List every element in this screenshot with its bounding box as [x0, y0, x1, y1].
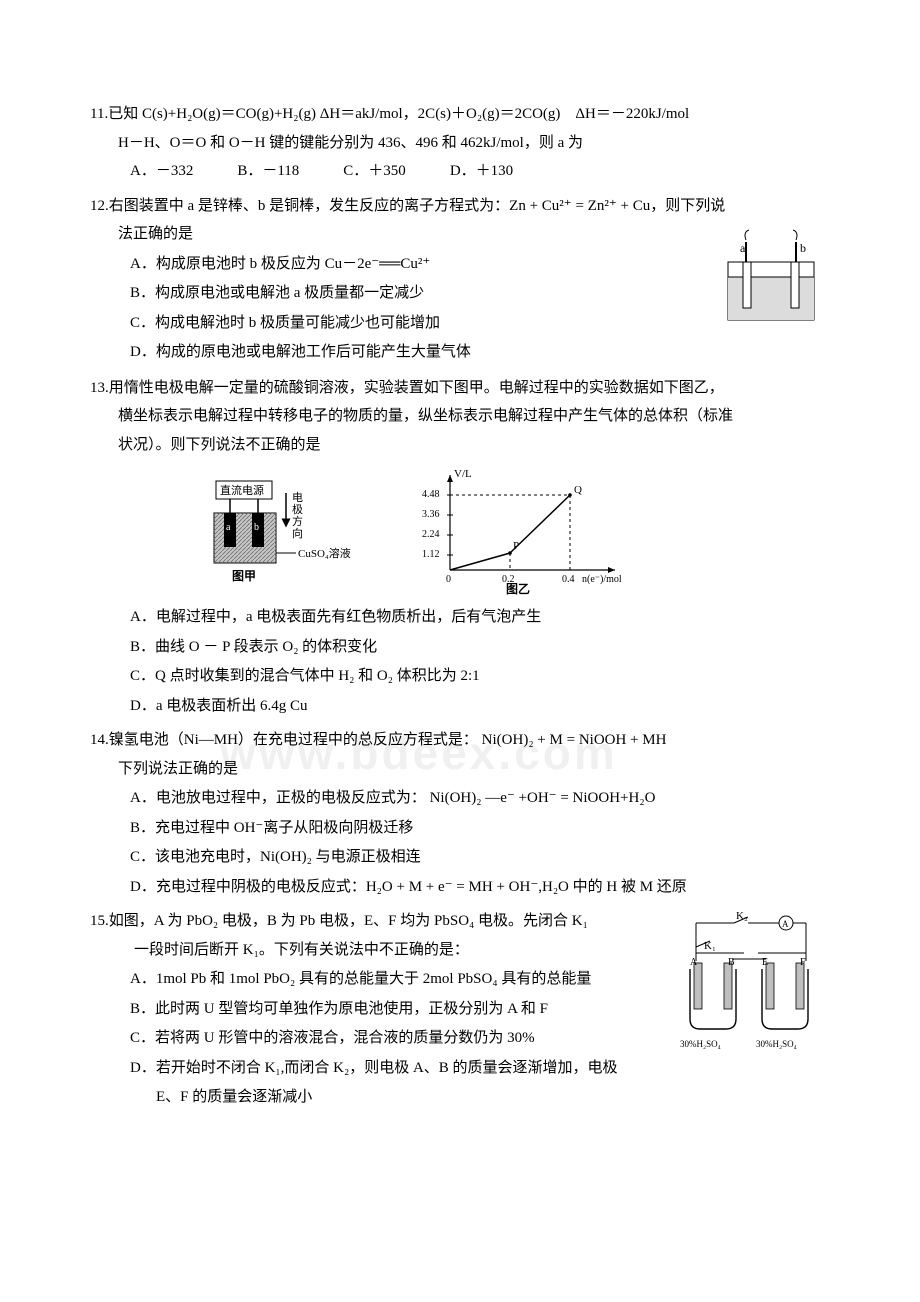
q13-xt0: 0 [446, 574, 451, 585]
q15-k2: K₂ [736, 910, 748, 922]
q13-q: Q [574, 484, 582, 496]
q14-opt-c: C．该电池充电时，Ni(OH)₂ 与电源正极相连 [130, 843, 830, 872]
q11-opt-d: D．＋130 [450, 157, 513, 186]
q13-opt-d: D．a 电极表面析出 6.4g Cu [130, 692, 830, 721]
q11-stem: 11.已知 C(s)+H₂O(g)＝CO(g)+H₂(g) ΔH＝akJ/mol… [90, 100, 830, 129]
q13-left-arrow1: 电 [292, 491, 303, 504]
q13-left-arrow3: 方 [292, 514, 303, 528]
q14-opt-a: A．电池放电过程中，正极的电极反应式为： Ni(OH)₂ —e⁻ +OH⁻ = … [130, 784, 830, 813]
q12-opt-d: D．构成的原电池或电解池工作后可能产生大量气体 [130, 338, 830, 367]
q13-electrode-b: b [254, 522, 259, 533]
q13-left-top: 直流电源 [220, 483, 264, 497]
q15-a: A [690, 957, 698, 968]
q11-line2: H－H、O＝O 和 O－H 键的键能分别为 436、496 和 462kJ/mo… [90, 129, 830, 158]
q13-left-cap: 图甲 [232, 569, 256, 583]
q13-figure-right: V/L 4.48 3.36 2.24 1.12 P Q 0 0.2 [410, 465, 630, 595]
question-13: 13.用惰性电极电解一定量的硫酸铜溶液，实验装置如下图甲。电解过程中的实验数据如… [90, 374, 830, 721]
q14-opt-d: D．充电过程中阴极的电极反应式：H₂O + M + e⁻ = MH + OH⁻,… [130, 873, 830, 902]
q13-line2: 横坐标表示电解过程中转移电子的物质的量，纵坐标表示电解过程中产生气体的总体积（标… [90, 402, 830, 431]
q13-opt-c: C．Q 点时收集到的混合气体中 H₂ 和 O₂ 体积比为 2:1 [130, 662, 830, 691]
q14-opt-b: B．充电过程中 OH⁻离子从阳极向阴极迁移 [130, 814, 830, 843]
q13-yt4: 1.12 [422, 549, 440, 560]
q11-options: A．－332 B．－118 C．＋350 D．＋130 [90, 157, 830, 186]
q13-xt2: 0.4 [562, 574, 575, 585]
q13-yt1: 4.48 [422, 489, 440, 500]
q13-line3: 状况）。则下列说法不正确的是 [90, 431, 830, 460]
q13-figure-left: 直流电源 电 极 方 向 a b CuSO₄溶液 [210, 475, 380, 595]
q13-p: P [513, 540, 519, 552]
q13-right-cap: 图乙 [506, 582, 530, 595]
q14-stem: 14.镍氢电池（Ni—MH）在充电过程中的总反应方程式是： Ni(OH)₂ + … [90, 726, 830, 755]
q15-opt-d2: E、F 的质量会逐渐减小 [130, 1083, 830, 1112]
q13-opt-a: A．电解过程中，a 电极表面先有红色物质析出，后有气泡产生 [130, 603, 830, 632]
q13-stem: 13.用惰性电极电解一定量的硫酸铜溶液，实验装置如下图甲。电解过程中的实验数据如… [90, 374, 830, 403]
q15-figure: K₂ A K₁ A B [676, 909, 826, 1059]
question-15: K₂ A K₁ A B [90, 907, 830, 1113]
q15-f: F [800, 957, 806, 968]
q13-ylabel: V/L [454, 468, 472, 480]
q13-xlabel: n(e⁻)/mol [582, 574, 622, 585]
q13-left-arrow2: 极 [292, 502, 303, 516]
question-11: 11.已知 C(s)+H₂O(g)＝CO(g)+H₂(g) ΔH＝akJ/mol… [90, 100, 830, 186]
q13-opt-b: B．曲线 O － P 段表示 O₂ 的体积变化 [130, 633, 830, 662]
q12-label-b: b [800, 241, 806, 255]
q11-opt-c: C．＋350 [343, 157, 406, 186]
q13-yt2: 3.36 [422, 509, 440, 520]
q13-left-sol: CuSO₄溶液 [298, 546, 351, 560]
q13-figures: 直流电源 电 极 方 向 a b CuSO₄溶液 [90, 465, 830, 595]
q13-electrode-a: a [226, 522, 231, 533]
q11-opt-b: B．－118 [237, 157, 299, 186]
q15-cap2: 30%H₂SO₄ [756, 1039, 797, 1049]
question-14: 14.镍氢电池（Ni—MH）在充电过程中的总反应方程式是： Ni(OH)₂ + … [90, 726, 830, 901]
q13-yt3: 2.24 [422, 529, 440, 540]
q15-k1: K₁ [704, 940, 716, 952]
q15-cap1: 30%H₂SO₄ [680, 1039, 721, 1049]
q13-left-arrow4: 向 [292, 526, 303, 540]
q11-opt-a: A．－332 [130, 157, 193, 186]
q15-sym: A [782, 919, 789, 929]
q12-figure: a b [716, 222, 826, 332]
question-12: 12.右图装置中 a 是锌棒、b 是铜棒，发生反应的离子方程式为：Zn + Cu… [90, 192, 830, 368]
q14-line2: 下列说法正确的是 [90, 755, 830, 784]
q12-stem: 12.右图装置中 a 是锌棒、b 是铜棒，发生反应的离子方程式为：Zn + Cu… [90, 192, 830, 221]
